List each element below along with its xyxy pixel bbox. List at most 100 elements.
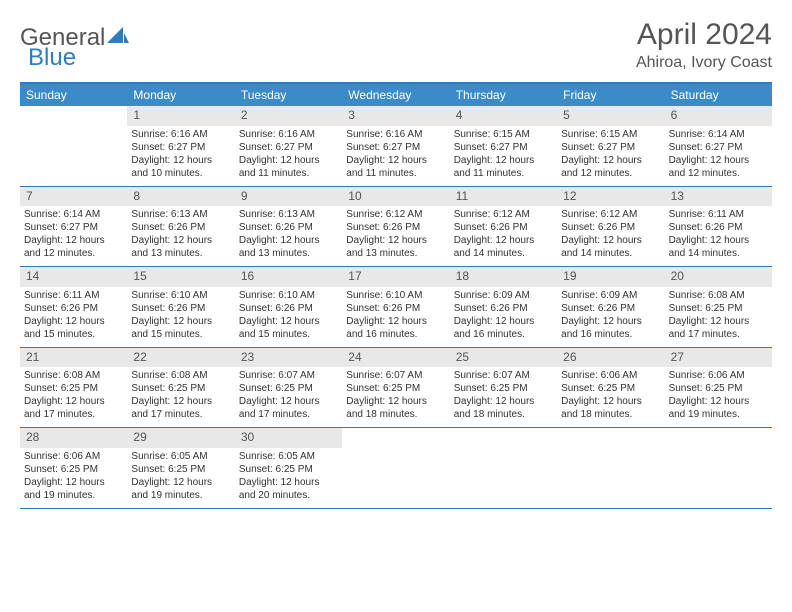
day-number: 12 [557, 187, 664, 207]
day-detail: Sunrise: 6:07 AMSunset: 6:25 PMDaylight:… [450, 369, 557, 421]
daylight: Daylight: 12 hours and 13 minutes. [239, 234, 338, 260]
sunset: Sunset: 6:25 PM [24, 382, 123, 395]
daylight: Daylight: 12 hours and 14 minutes. [561, 234, 660, 260]
daylight: Daylight: 12 hours and 12 minutes. [24, 234, 123, 260]
daylight: Daylight: 12 hours and 11 minutes. [454, 154, 553, 180]
sunrise: Sunrise: 6:06 AM [669, 369, 768, 382]
sunrise: Sunrise: 6:05 AM [239, 450, 338, 463]
sunset: Sunset: 6:26 PM [561, 302, 660, 315]
day-number: 20 [665, 267, 772, 287]
day-detail: Sunrise: 6:08 AMSunset: 6:25 PMDaylight:… [20, 369, 127, 421]
daylight: Daylight: 12 hours and 14 minutes. [454, 234, 553, 260]
sunset: Sunset: 6:27 PM [131, 141, 230, 154]
sunrise: Sunrise: 6:09 AM [454, 289, 553, 302]
sunrise: Sunrise: 6:07 AM [454, 369, 553, 382]
day-cell [665, 428, 772, 508]
daylight: Daylight: 12 hours and 13 minutes. [131, 234, 230, 260]
daylight: Daylight: 12 hours and 16 minutes. [454, 315, 553, 341]
day-detail: Sunrise: 6:11 AMSunset: 6:26 PMDaylight:… [665, 208, 772, 260]
day-cell: 1Sunrise: 6:16 AMSunset: 6:27 PMDaylight… [127, 106, 234, 186]
daylight: Daylight: 12 hours and 15 minutes. [131, 315, 230, 341]
day-cell: 2Sunrise: 6:16 AMSunset: 6:27 PMDaylight… [235, 106, 342, 186]
sunset: Sunset: 6:27 PM [669, 141, 768, 154]
week-row: 1Sunrise: 6:16 AMSunset: 6:27 PMDaylight… [20, 106, 772, 187]
day-cell: 7Sunrise: 6:14 AMSunset: 6:27 PMDaylight… [20, 187, 127, 267]
sunrise: Sunrise: 6:12 AM [454, 208, 553, 221]
day-detail: Sunrise: 6:05 AMSunset: 6:25 PMDaylight:… [235, 450, 342, 502]
day-detail: Sunrise: 6:14 AMSunset: 6:27 PMDaylight:… [20, 208, 127, 260]
week-row: 7Sunrise: 6:14 AMSunset: 6:27 PMDaylight… [20, 187, 772, 268]
sunset: Sunset: 6:25 PM [669, 382, 768, 395]
sunset: Sunset: 6:26 PM [131, 302, 230, 315]
day-detail: Sunrise: 6:05 AMSunset: 6:25 PMDaylight:… [127, 450, 234, 502]
day-number: 24 [342, 348, 449, 368]
day-number: 11 [450, 187, 557, 207]
sunset: Sunset: 6:25 PM [346, 382, 445, 395]
sunset: Sunset: 6:27 PM [346, 141, 445, 154]
day-cell: 21Sunrise: 6:08 AMSunset: 6:25 PMDayligh… [20, 348, 127, 428]
sunset: Sunset: 6:26 PM [24, 302, 123, 315]
logo-text-2-wrap: Blue [28, 44, 76, 72]
sunset: Sunset: 6:25 PM [24, 463, 123, 476]
sunset: Sunset: 6:25 PM [239, 382, 338, 395]
daylight: Daylight: 12 hours and 19 minutes. [669, 395, 768, 421]
daylight: Daylight: 12 hours and 18 minutes. [561, 395, 660, 421]
day-detail: Sunrise: 6:08 AMSunset: 6:25 PMDaylight:… [665, 289, 772, 341]
daylight: Daylight: 12 hours and 17 minutes. [131, 395, 230, 421]
logo-text-2: Blue [28, 44, 76, 71]
day-cell: 6Sunrise: 6:14 AMSunset: 6:27 PMDaylight… [665, 106, 772, 186]
sunrise: Sunrise: 6:06 AM [561, 369, 660, 382]
day-cell: 19Sunrise: 6:09 AMSunset: 6:26 PMDayligh… [557, 267, 664, 347]
day-cell: 13Sunrise: 6:11 AMSunset: 6:26 PMDayligh… [665, 187, 772, 267]
sunset: Sunset: 6:26 PM [454, 302, 553, 315]
day-detail: Sunrise: 6:15 AMSunset: 6:27 PMDaylight:… [557, 128, 664, 180]
sunrise: Sunrise: 6:08 AM [24, 369, 123, 382]
daylight: Daylight: 12 hours and 17 minutes. [239, 395, 338, 421]
day-number: 2 [235, 106, 342, 126]
sunset: Sunset: 6:26 PM [454, 221, 553, 234]
daylight: Daylight: 12 hours and 17 minutes. [669, 315, 768, 341]
week-row: 21Sunrise: 6:08 AMSunset: 6:25 PMDayligh… [20, 348, 772, 429]
day-cell [557, 428, 664, 508]
day-cell: 5Sunrise: 6:15 AMSunset: 6:27 PMDaylight… [557, 106, 664, 186]
sunset: Sunset: 6:26 PM [239, 302, 338, 315]
sunset: Sunset: 6:26 PM [669, 221, 768, 234]
sunrise: Sunrise: 6:16 AM [346, 128, 445, 141]
sunrise: Sunrise: 6:11 AM [669, 208, 768, 221]
sunrise: Sunrise: 6:14 AM [669, 128, 768, 141]
title-block: April 2024 Ahiroa, Ivory Coast [636, 18, 772, 72]
day-detail: Sunrise: 6:13 AMSunset: 6:26 PMDaylight:… [127, 208, 234, 260]
day-detail: Sunrise: 6:12 AMSunset: 6:26 PMDaylight:… [450, 208, 557, 260]
day-cell: 23Sunrise: 6:07 AMSunset: 6:25 PMDayligh… [235, 348, 342, 428]
day-cell: 30Sunrise: 6:05 AMSunset: 6:25 PMDayligh… [235, 428, 342, 508]
day-number: 23 [235, 348, 342, 368]
daylight: Daylight: 12 hours and 11 minutes. [239, 154, 338, 180]
daylight: Daylight: 12 hours and 19 minutes. [24, 476, 123, 502]
day-number: 6 [665, 106, 772, 126]
sunrise: Sunrise: 6:07 AM [346, 369, 445, 382]
sunrise: Sunrise: 6:10 AM [239, 289, 338, 302]
daylight: Daylight: 12 hours and 19 minutes. [131, 476, 230, 502]
day-detail: Sunrise: 6:07 AMSunset: 6:25 PMDaylight:… [342, 369, 449, 421]
day-cell: 17Sunrise: 6:10 AMSunset: 6:26 PMDayligh… [342, 267, 449, 347]
day-detail: Sunrise: 6:12 AMSunset: 6:26 PMDaylight:… [557, 208, 664, 260]
day-number: 16 [235, 267, 342, 287]
day-cell [342, 428, 449, 508]
day-detail: Sunrise: 6:12 AMSunset: 6:26 PMDaylight:… [342, 208, 449, 260]
day-detail: Sunrise: 6:09 AMSunset: 6:26 PMDaylight:… [450, 289, 557, 341]
day-number: 19 [557, 267, 664, 287]
daylight: Daylight: 12 hours and 15 minutes. [24, 315, 123, 341]
day-cell [450, 428, 557, 508]
sunrise: Sunrise: 6:05 AM [131, 450, 230, 463]
sunset: Sunset: 6:27 PM [24, 221, 123, 234]
day-number: 5 [557, 106, 664, 126]
sunrise: Sunrise: 6:06 AM [24, 450, 123, 463]
day-number: 7 [20, 187, 127, 207]
day-header: Wednesday [342, 84, 449, 106]
day-number: 28 [20, 428, 127, 448]
day-number: 29 [127, 428, 234, 448]
day-detail: Sunrise: 6:13 AMSunset: 6:26 PMDaylight:… [235, 208, 342, 260]
day-cell: 10Sunrise: 6:12 AMSunset: 6:26 PMDayligh… [342, 187, 449, 267]
day-cell: 29Sunrise: 6:05 AMSunset: 6:25 PMDayligh… [127, 428, 234, 508]
sunset: Sunset: 6:26 PM [561, 221, 660, 234]
